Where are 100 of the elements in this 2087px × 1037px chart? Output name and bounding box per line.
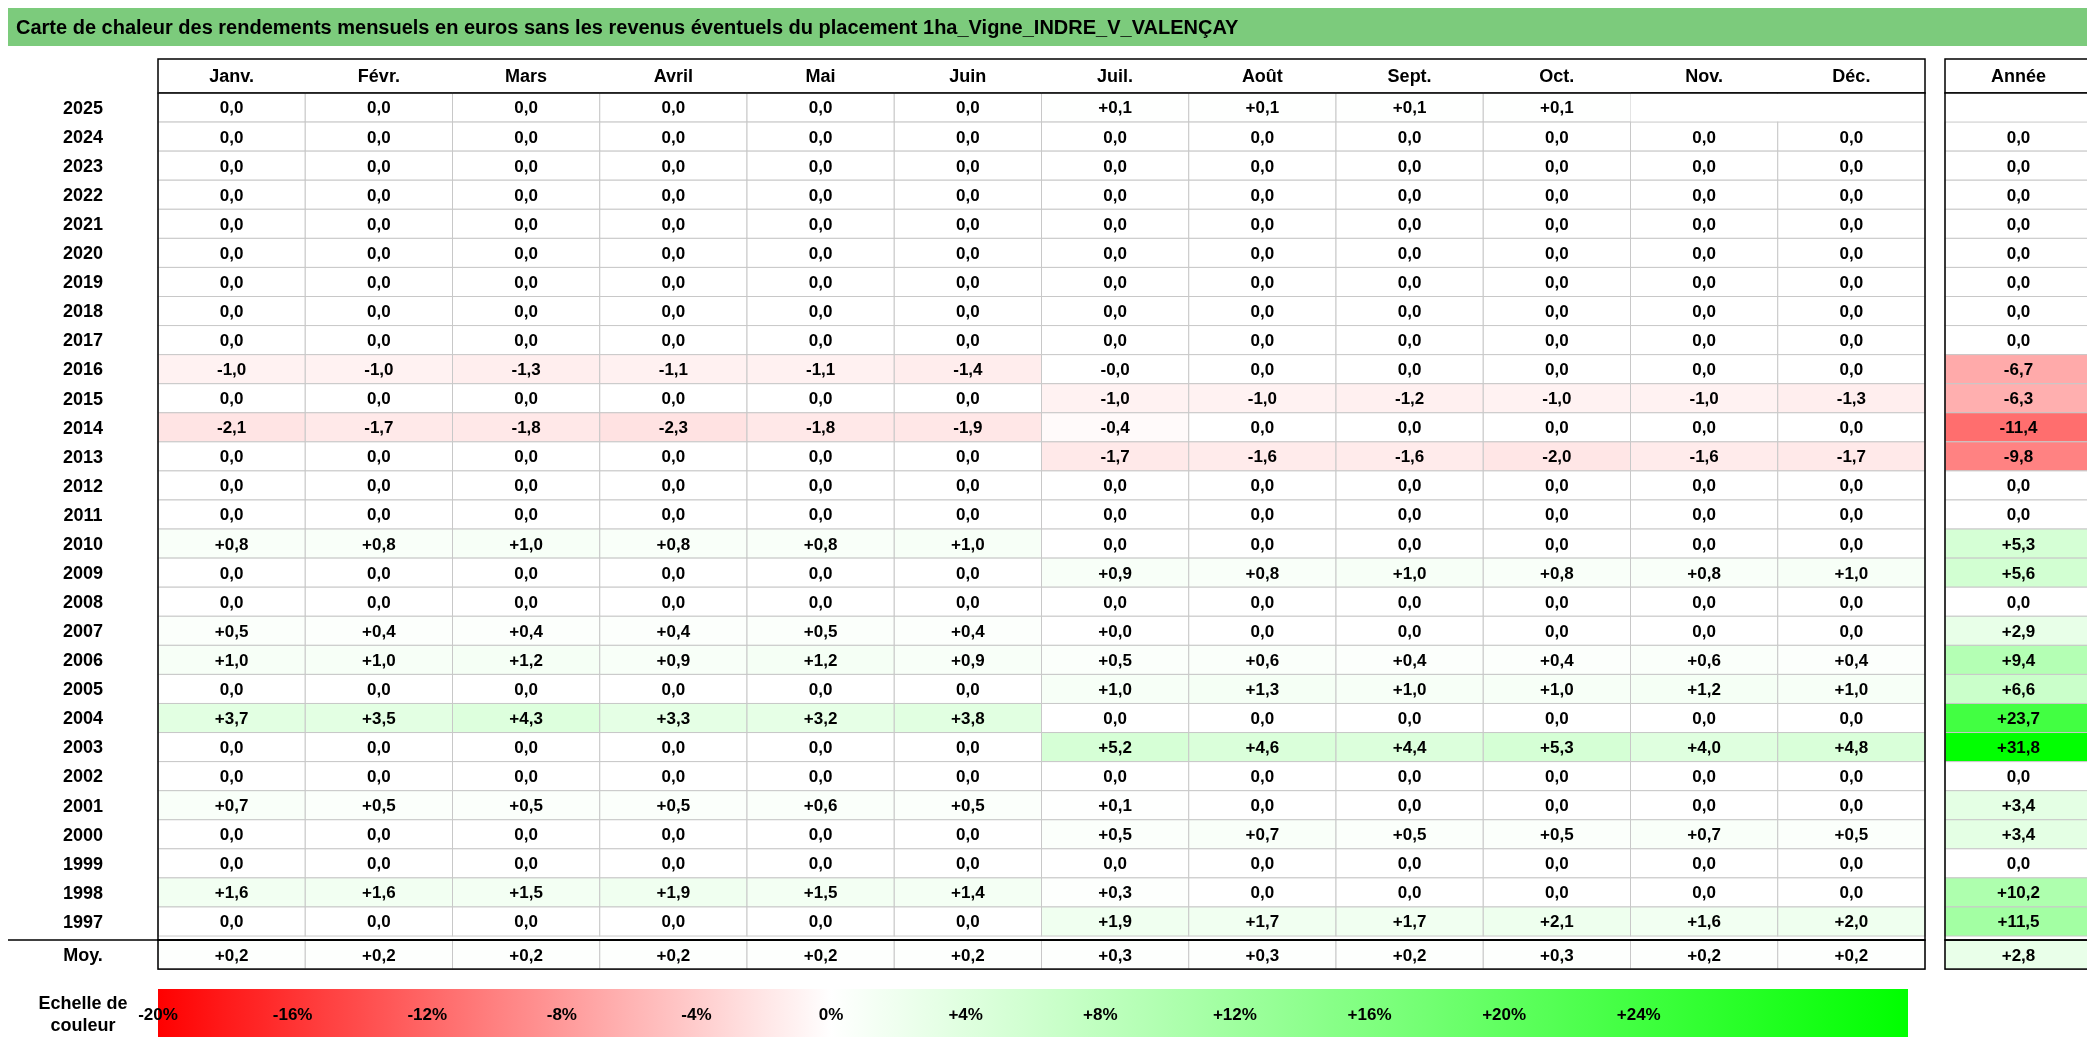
data-label: 0,0 — [1692, 214, 1716, 234]
data-label: +0,2 — [362, 945, 396, 965]
data-label: 0,0 — [808, 447, 833, 467]
data-label: 0,0 — [1397, 418, 1422, 438]
data-label: -1,3 — [511, 360, 541, 380]
data-label: +0,5 — [1098, 825, 1132, 845]
color-bar-label: -4% — [681, 1004, 712, 1024]
data-label: 0,0 — [808, 389, 833, 409]
data-label: 0,0 — [514, 912, 538, 932]
data-label: 0,0 — [1103, 272, 1127, 292]
data-label: 0,0 — [1397, 476, 1422, 496]
data-label: 0,0 — [808, 563, 833, 583]
data-label: 0,0 — [808, 854, 833, 874]
data-label: 0,0 — [956, 563, 980, 583]
data-label: 0,0 — [1103, 243, 1127, 263]
data-label: 0,0 — [1397, 156, 1422, 176]
data-label: 0,0 — [1250, 331, 1275, 351]
data-label: 0,0 — [1397, 127, 1422, 147]
data-label: +3,7 — [214, 708, 249, 728]
data-label: 0,0 — [219, 738, 244, 758]
data-label: 0,0 — [956, 679, 980, 699]
x-tick-label: Nov. — [1685, 66, 1723, 87]
data-label: +0,6 — [803, 796, 838, 816]
data-label: 0,0 — [1545, 854, 1569, 874]
data-label: -1,3 — [1836, 389, 1867, 409]
data-label: -1,1 — [805, 360, 836, 380]
data-label: 0,0 — [1545, 476, 1569, 496]
data-label: +1,0 — [951, 534, 985, 554]
data-label: 0,0 — [808, 825, 833, 845]
data-label: +0,4 — [1540, 650, 1575, 670]
data-label: 0,0 — [1250, 505, 1275, 525]
data-label: 0,0 — [2006, 301, 2031, 321]
data-label: 0,0 — [661, 912, 686, 932]
data-label: 0,0 — [1692, 505, 1716, 525]
data-label: 0,0 — [1250, 301, 1275, 321]
data-label: +0,4 — [656, 621, 691, 641]
data-label: +5,3 — [1540, 738, 1574, 758]
data-label: 0,0 — [367, 767, 391, 787]
data-label: +0,5 — [1098, 650, 1132, 670]
data-label: +0,5 — [509, 796, 543, 816]
x-tick-label: Févr. — [357, 66, 400, 87]
data-label: 0,0 — [1103, 156, 1127, 176]
data-label: 0,0 — [219, 301, 244, 321]
data-label: +1,0 — [1834, 679, 1869, 699]
data-label: 0,0 — [1397, 243, 1422, 263]
data-label: 0,0 — [367, 156, 391, 176]
data-label: 0,0 — [514, 331, 538, 351]
data-label: -1,7 — [364, 418, 394, 438]
data-label: -1,7 — [1836, 447, 1867, 467]
data-label: 0,0 — [956, 854, 980, 874]
y-tick-label: 2001 — [62, 795, 104, 816]
data-label: 0,0 — [219, 272, 244, 292]
data-label: +3,2 — [803, 708, 838, 728]
data-label: 0,0 — [514, 185, 538, 205]
data-label: +3,5 — [362, 708, 396, 728]
data-label: +1,0 — [214, 650, 249, 670]
data-label: +0,2 — [509, 945, 543, 965]
y-tick-label: 1997 — [62, 911, 104, 932]
data-label: -1,6 — [1247, 447, 1278, 467]
data-label: 0,0 — [514, 272, 538, 292]
data-label: 0,0 — [367, 185, 391, 205]
data-label: 0,0 — [1545, 418, 1569, 438]
data-label: 0,0 — [1250, 854, 1275, 874]
data-label: 0,0 — [2006, 272, 2031, 292]
data-label: 0,0 — [1839, 127, 1864, 147]
data-label: +5,2 — [1098, 738, 1132, 758]
y-tick-label: 2018 — [62, 301, 104, 322]
data-label: 0,0 — [956, 214, 980, 234]
data-label: 0,0 — [1250, 592, 1275, 612]
data-label: 0,0 — [1250, 127, 1275, 147]
data-label: 0,0 — [367, 563, 391, 583]
data-label: +3,8 — [951, 708, 985, 728]
data-label: 0,0 — [219, 679, 244, 699]
data-label: 0,0 — [1839, 796, 1864, 816]
y-tick-label: 1998 — [62, 882, 104, 903]
data-label: 0,0 — [1397, 272, 1422, 292]
data-label: +0,3 — [1245, 945, 1280, 965]
data-label: 0,0 — [367, 912, 391, 932]
color-bar-label: -16% — [272, 1004, 313, 1024]
data-label: 0,0 — [219, 185, 244, 205]
data-label: 0,0 — [367, 825, 391, 845]
data-label: 0,0 — [1250, 243, 1275, 263]
data-label: 0,0 — [514, 156, 538, 176]
data-label: 0,0 — [1545, 301, 1569, 321]
data-label: 0,0 — [808, 301, 833, 321]
data-label: 0,0 — [1250, 185, 1275, 205]
data-label: 0,0 — [1397, 767, 1422, 787]
data-label: +1,9 — [656, 883, 691, 903]
data-label: 0,0 — [1397, 331, 1422, 351]
data-label: 0,0 — [661, 854, 686, 874]
y-tick-label: 2003 — [62, 737, 104, 758]
data-label: 0,0 — [1397, 621, 1422, 641]
data-label: 0,0 — [661, 825, 686, 845]
data-label: 0,0 — [808, 912, 833, 932]
y-tick-label: 2012 — [62, 475, 104, 496]
data-label: 0,0 — [219, 243, 244, 263]
data-label: +4,8 — [1834, 738, 1869, 758]
x-tick-label: Année — [1990, 66, 2047, 87]
data-label: 0,0 — [2006, 243, 2031, 263]
data-label: 0,0 — [1839, 621, 1864, 641]
